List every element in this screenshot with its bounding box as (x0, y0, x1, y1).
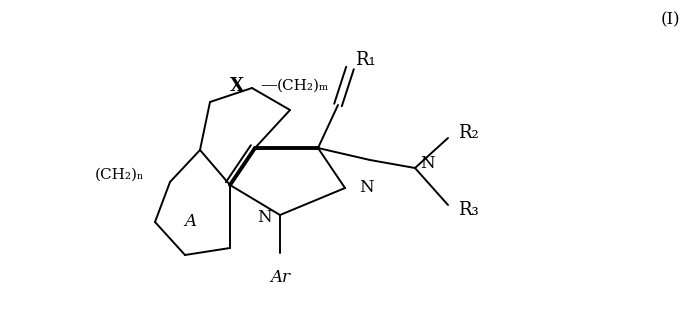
Text: (CH₂)ₘ: (CH₂)ₘ (277, 79, 329, 93)
Text: (CH₂)ₙ: (CH₂)ₙ (95, 168, 145, 182)
Text: A: A (184, 214, 196, 231)
Text: N: N (420, 154, 434, 171)
Text: (I): (I) (660, 11, 680, 28)
Text: X: X (230, 77, 244, 95)
Text: Ar: Ar (270, 268, 290, 285)
Text: N: N (359, 180, 374, 197)
Text: —: — (260, 77, 277, 95)
Text: R₁: R₁ (355, 51, 375, 69)
Text: R₃: R₃ (458, 201, 479, 219)
Text: R₂: R₂ (458, 124, 479, 142)
Text: N: N (257, 209, 272, 226)
